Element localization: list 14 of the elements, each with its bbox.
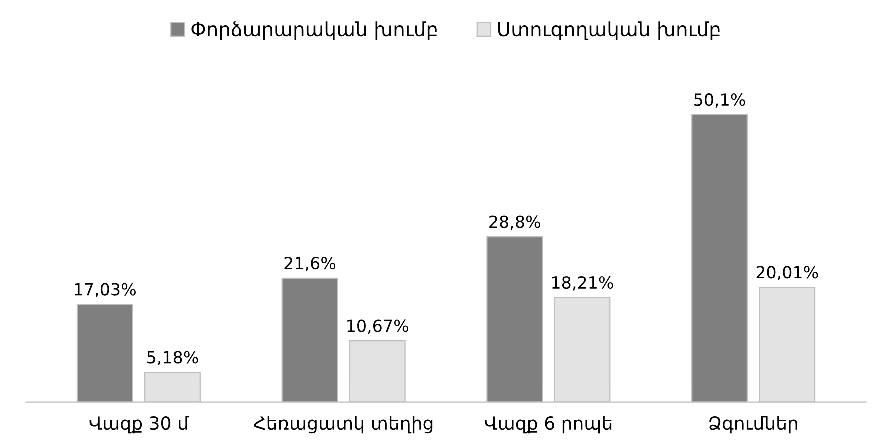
legend-label: Փորձարարական խումբ bbox=[192, 22, 437, 40]
x-tick-label: Վազք 30 մ bbox=[90, 416, 190, 434]
x-tick-label: Ձգումներ bbox=[710, 416, 798, 434]
data-label: 20,01% bbox=[756, 266, 818, 280]
data-label: 28,8% bbox=[490, 216, 540, 230]
x-tick-label: Վազք 6 րոպե bbox=[485, 416, 612, 434]
x-tick-label: Հեռացատկ տեղից bbox=[254, 416, 433, 434]
data-label: 18,21% bbox=[552, 276, 614, 291]
data-label: 10,67% bbox=[348, 320, 408, 334]
data-label: 21,6% bbox=[284, 257, 336, 272]
data-label: 17,03% bbox=[75, 283, 136, 298]
data-label: 5,18% bbox=[148, 351, 198, 366]
data-label: 50,1% bbox=[694, 94, 746, 108]
legend-label: Ստուգողական խումբ bbox=[498, 22, 720, 40]
